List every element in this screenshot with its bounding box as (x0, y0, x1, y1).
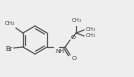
Text: CH$_3$: CH$_3$ (85, 32, 96, 40)
Text: CH$_3$: CH$_3$ (71, 16, 82, 25)
Text: CH$_3$: CH$_3$ (4, 19, 15, 27)
Text: O: O (72, 56, 77, 61)
Text: CH$_3$: CH$_3$ (85, 26, 96, 34)
Text: Br: Br (6, 46, 13, 52)
Text: O: O (71, 34, 76, 40)
Text: NH: NH (55, 49, 64, 54)
